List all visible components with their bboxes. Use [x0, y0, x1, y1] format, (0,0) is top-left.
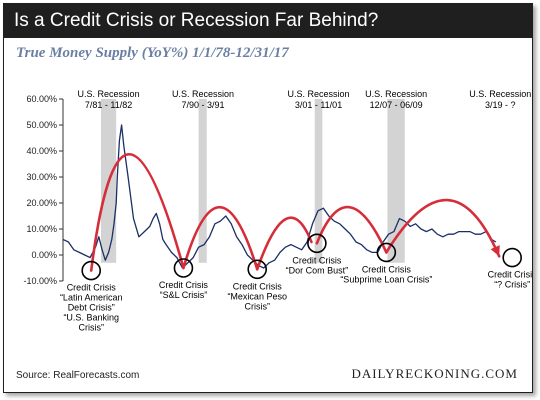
recession-label: U.S. Recession: [288, 89, 350, 99]
crisis-circle: [502, 247, 522, 268]
brand-logo-text: DAILYRECKONING.COM: [351, 366, 518, 381]
arrowhead: [490, 245, 500, 257]
recession-label: U.S. Recession: [365, 89, 427, 99]
recession-period: 7/90 - 3/91: [181, 100, 224, 110]
crisis-label-line: Crisis”: [244, 301, 270, 311]
chart-title: True Money Supply (YoY%) 1/1/78-12/31/17: [16, 45, 289, 61]
crisis-label-line: Credit Crisis: [233, 281, 283, 291]
crisis-label-line: “? Crisis”: [494, 280, 530, 290]
chart-frame: Is a Credit Crisis or Recession Far Behi…: [3, 3, 533, 393]
y-tick-label: 20.00%: [26, 198, 57, 208]
recession-label: U.S. Recession: [78, 89, 140, 99]
crisis-label-line: “Mexican Peso: [227, 291, 287, 301]
crisis-circle: [376, 242, 397, 263]
recession-period: 12/07 - 06/09: [370, 100, 423, 110]
crisis-label-line: Credit Crisis: [159, 280, 209, 290]
recession-period: 7/81 - 11/82: [85, 100, 132, 110]
recession-period: 3/19 - ?: [485, 100, 516, 110]
recession-label: U.S. Recession: [172, 89, 234, 99]
y-tick-label: 30.00%: [26, 172, 57, 182]
crisis-circle: [81, 260, 102, 281]
y-tick-label: 0.00%: [31, 250, 57, 260]
crisis-label-line: Credit Crisis: [67, 283, 117, 293]
crisis-circle: [173, 258, 194, 278]
recession-period: 3/01 - 11/01: [295, 100, 342, 110]
crisis-label: Credit Crisis “Latin American Debt Crisis”…: [60, 283, 123, 333]
crisis-label: Credit Crisis “S&L Crisis”: [159, 280, 209, 300]
crisis-label-line: “Latin American: [60, 293, 123, 303]
crisis-label-line: “Dor Com Bust”: [286, 265, 349, 275]
crisis-circle: [307, 233, 327, 254]
source-note: Source: RealForecasts.com: [16, 370, 140, 381]
cycle-arc: [182, 205, 259, 271]
recession-label: U.S. Recession: [469, 89, 531, 99]
crisis-label-line: “Subprime Loan Crisis”: [340, 274, 432, 284]
crisis-label-line: “S&L Crisis”: [160, 290, 208, 300]
series-line: [62, 124, 497, 269]
crisis-label-line: Credit Crisis: [362, 264, 412, 274]
crisis-label-line: Debt Crisis”: [68, 303, 115, 313]
crisis-circle: [247, 259, 268, 280]
recession-band: [314, 99, 323, 263]
recession-band: [198, 99, 207, 263]
crisis-label: Credit Crisis “? Crisis”: [488, 270, 532, 290]
crisis-label: Credit Crisis “Mexican Peso Crisis”: [227, 281, 287, 311]
y-tick-label: 60.00%: [26, 94, 57, 104]
cycle-arc: [255, 216, 313, 271]
y-tick-label: 10.00%: [26, 224, 57, 234]
y-tick-label: 40.00%: [26, 146, 57, 156]
page-title: Is a Credit Crisis or Recession Far Behi…: [4, 4, 532, 38]
crisis-label-line: Crisis”: [78, 323, 104, 333]
crisis-label-line: Credit Crisis: [292, 255, 342, 265]
crisis-label-line: Credit Crisis: [488, 270, 532, 280]
cycle-arc: [315, 205, 388, 254]
recession-band: [387, 99, 405, 263]
chart-svg: -10.00% 0.00% 10.00% 20.00% 30.00% 40.00% 50.0…: [23, 89, 532, 333]
crisis-label: Credit Crisis “Dor Com Bust”: [286, 255, 349, 275]
crisis-label-line: “U.S. Banking: [63, 313, 119, 323]
y-tick-label: 50.00%: [26, 120, 57, 130]
y-tick-label: -10.00%: [23, 276, 57, 286]
crisis-label: Credit Crisis “Subprime Loan Crisis”: [340, 264, 432, 284]
cycle-arc: [385, 198, 501, 258]
cycle-arc: [89, 153, 185, 272]
